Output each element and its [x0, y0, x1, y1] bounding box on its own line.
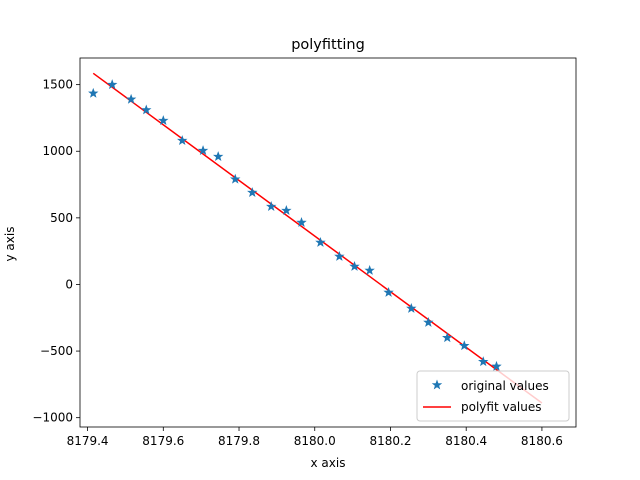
x-tick-label: 8179.6 [142, 434, 184, 448]
data-point [423, 316, 434, 327]
data-point [491, 360, 502, 371]
legend-label-original: original values [461, 379, 549, 393]
data-point [383, 286, 394, 297]
legend-marker-original [431, 379, 443, 390]
data-point [88, 87, 99, 98]
legend-box [416, 370, 570, 422]
data-point [459, 340, 470, 351]
plot-area: 8179.4 8179.6 8179.8 8180.0 8180.2 8180.4 8180… [32, 57, 577, 448]
x-tick-label: 8180.0 [294, 434, 336, 448]
data-point [442, 332, 453, 343]
chart-title: polyfitting [291, 37, 365, 53]
x-tick-label: 8180.2 [369, 434, 411, 448]
data-point [281, 205, 292, 215]
data-point [158, 115, 169, 126]
data-point [349, 261, 360, 271]
y-tick-label: 0 [65, 277, 73, 291]
legend-label-polyfit: polyfit values [461, 400, 542, 414]
data-point [230, 173, 241, 184]
data-point [334, 251, 345, 261]
data-point [247, 187, 258, 197]
data-point [177, 135, 188, 146]
axes-frame [79, 57, 577, 428]
data-point [106, 79, 118, 90]
y-tick-label: −500 [40, 344, 73, 358]
x-tick-label: 8180.4 [445, 434, 487, 448]
data-point [265, 201, 277, 211]
data-point [478, 356, 489, 367]
y-tick-label: 500 [50, 211, 73, 225]
data-point [197, 145, 209, 156]
data-point [296, 217, 307, 227]
x-tick-label: 8179.4 [67, 434, 109, 448]
x-axis-label: x axis [311, 456, 346, 470]
data-point [364, 264, 375, 275]
x-tick-label: 8179.8 [218, 434, 260, 448]
legend: original values polyfit values [416, 370, 570, 422]
y-axis-label: y axis [3, 227, 17, 262]
fit-line [92, 72, 543, 404]
data-point [141, 104, 152, 115]
y-tick-label: −1000 [32, 411, 73, 425]
data-point [125, 93, 137, 104]
data-point [315, 237, 326, 247]
x-tick-label: 8180.6 [521, 434, 563, 448]
y-tick-label: 1500 [42, 78, 73, 92]
data-point [212, 151, 224, 162]
y-tick-label: 1000 [42, 144, 73, 158]
data-point [406, 302, 417, 313]
